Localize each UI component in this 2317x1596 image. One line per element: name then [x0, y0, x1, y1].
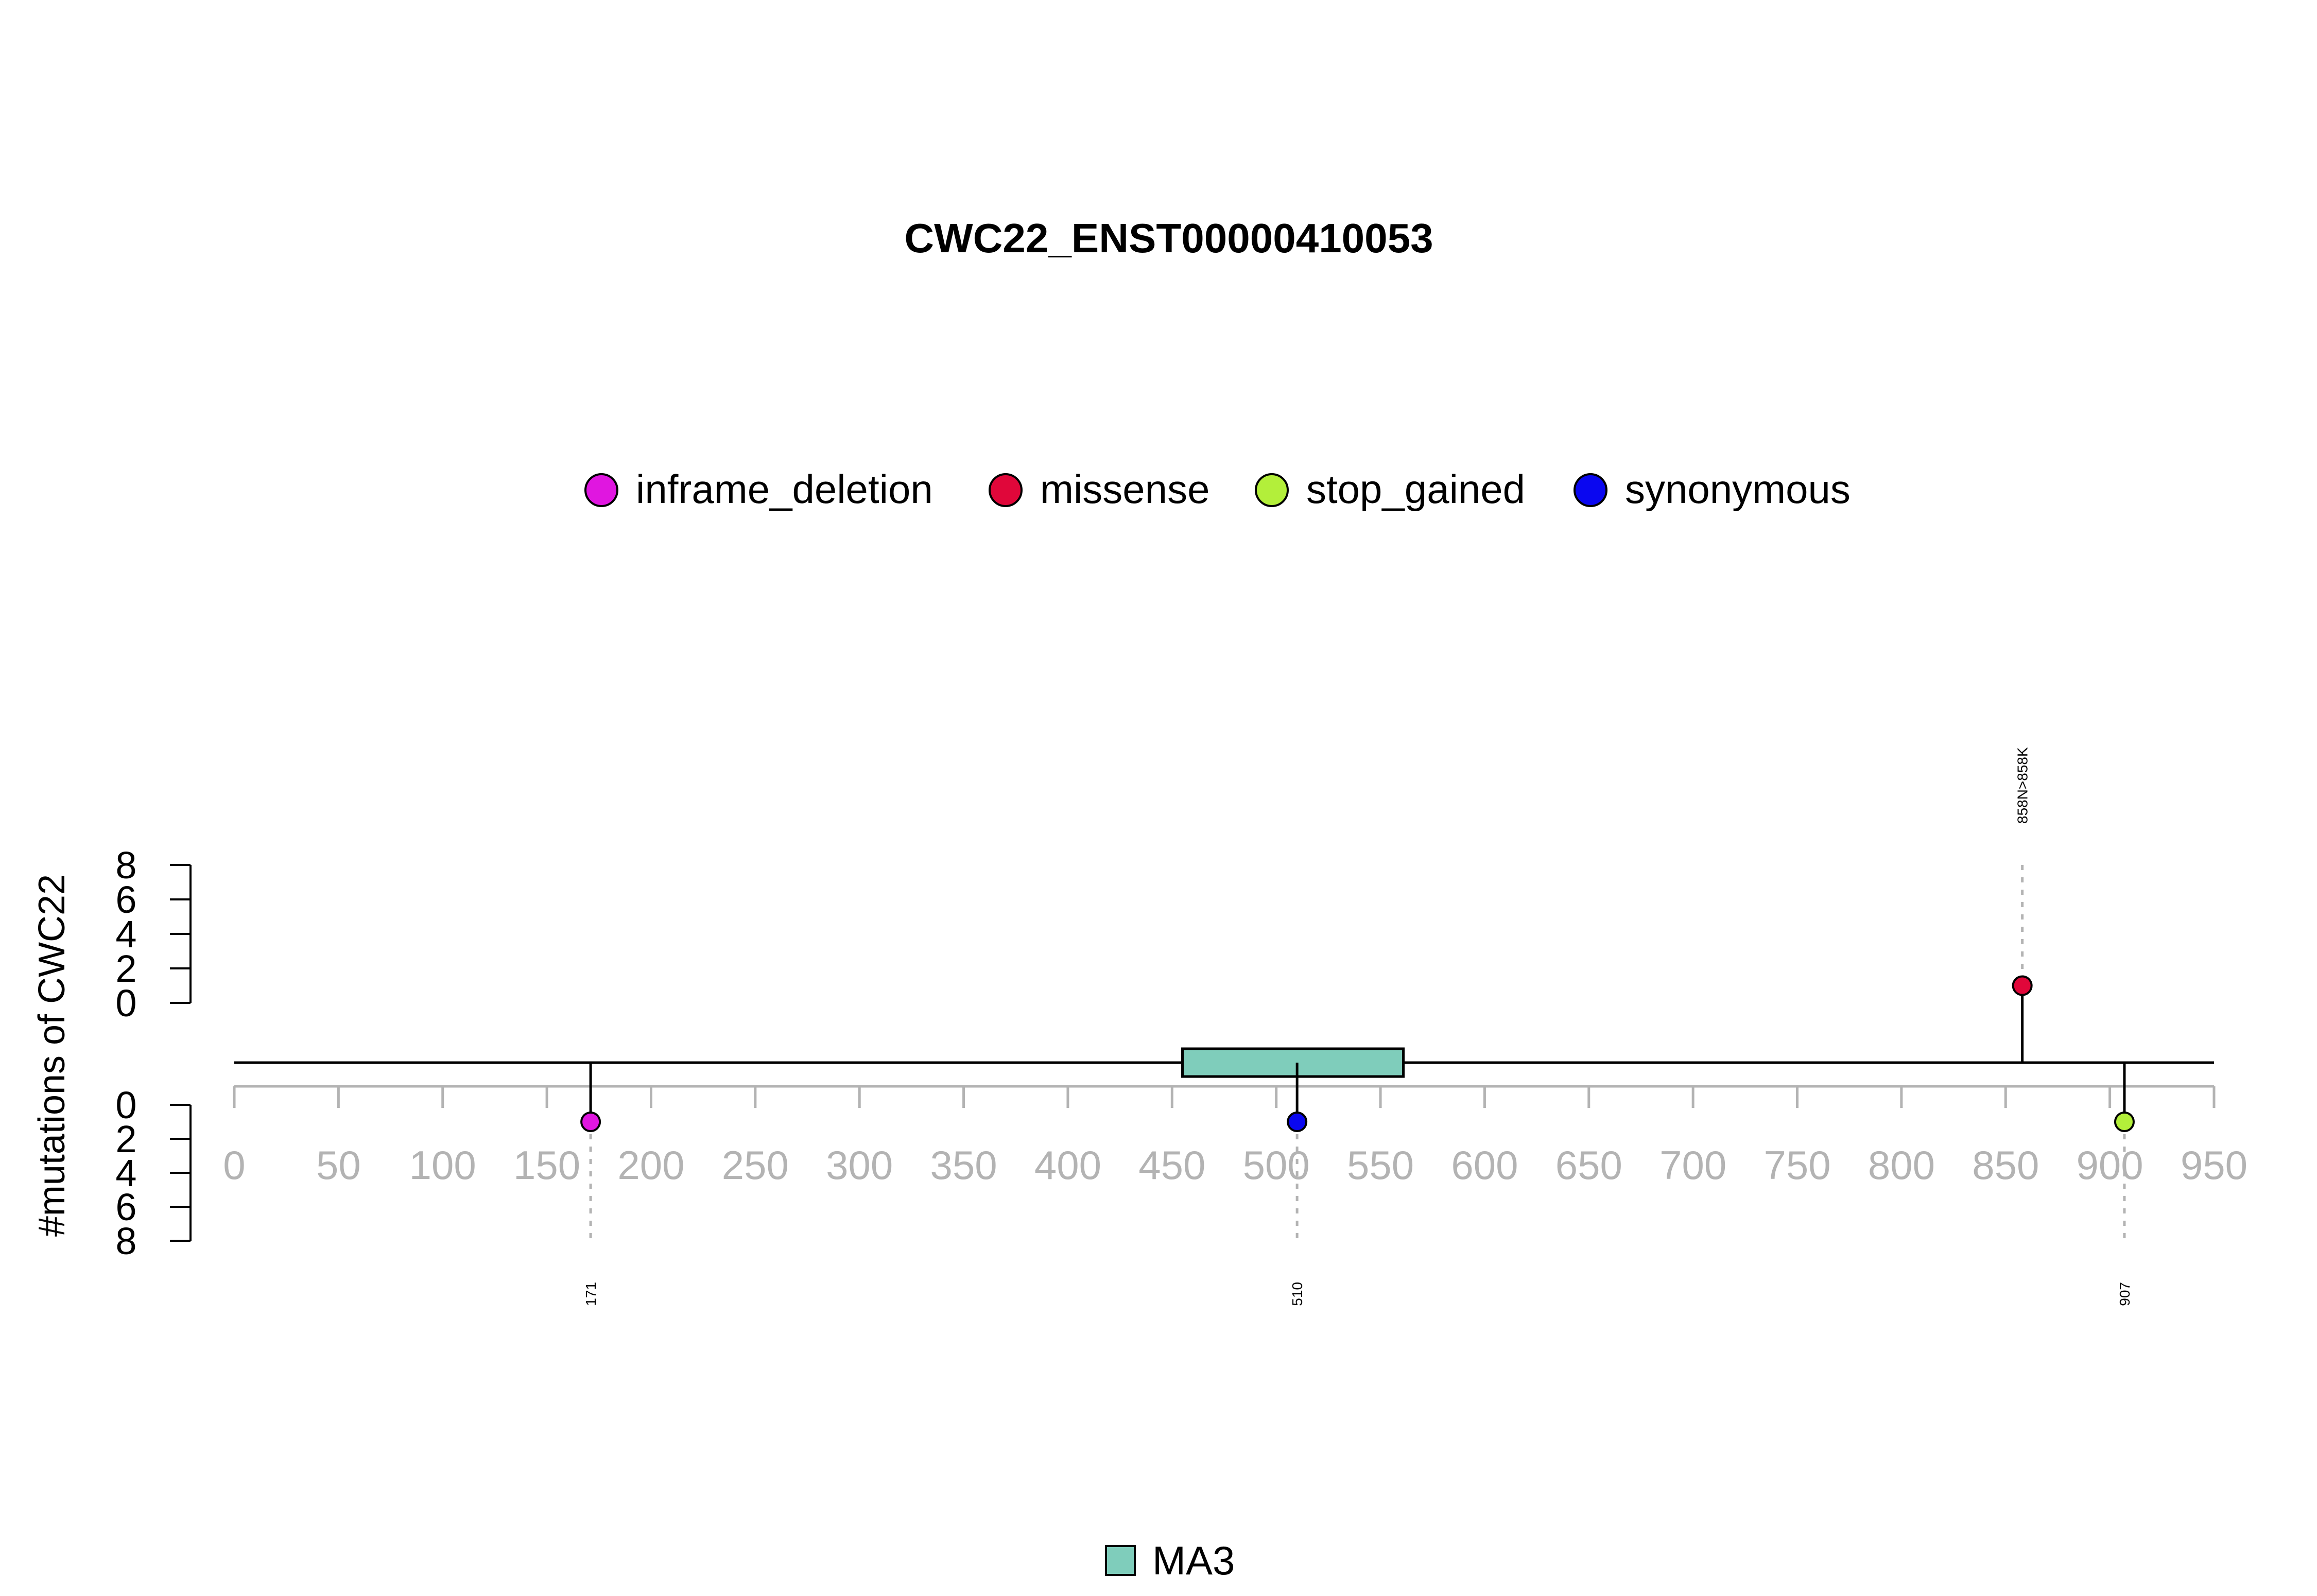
- legend-label-inframe_deletion: inframe_deletion: [636, 466, 933, 512]
- upper-y-tick-label: 8: [115, 844, 136, 887]
- x-tick-label: 0: [223, 1142, 245, 1188]
- lower-y-tick-label: 4: [115, 1152, 136, 1194]
- x-tick-label: 700: [1659, 1142, 1726, 1188]
- x-tick-label: 50: [316, 1142, 361, 1188]
- x-tick-label: 950: [2181, 1142, 2247, 1188]
- x-tick-label: 500: [1243, 1142, 1310, 1188]
- domain-layer: [1181, 1047, 1405, 1078]
- x-tick-label: 850: [1972, 1142, 2039, 1188]
- lower-y-tick-label: 0: [115, 1084, 136, 1126]
- x-tick-label: 550: [1347, 1142, 1414, 1188]
- x-tick-label: 900: [2077, 1142, 2143, 1188]
- legend-marker-inframe_deletion: [584, 473, 618, 507]
- x-tick-label: 600: [1451, 1142, 1518, 1188]
- x-axis: 0 50 100 150 200 250 300 350 400 450 500 550 600 650 7…: [223, 1085, 2247, 1188]
- mutation-label: 510: [1289, 1282, 1305, 1306]
- upper-y-tick-label: 0: [115, 982, 136, 1025]
- x-tick-label: 750: [1763, 1142, 1830, 1188]
- x-tick-label: 350: [930, 1142, 997, 1188]
- mutation-point-synonymous: [1287, 1112, 1308, 1132]
- legend-label-stop_gained: stop_gained: [1306, 466, 1525, 512]
- domain-legend: MA3: [1105, 1538, 1235, 1583]
- x-tick-label: 250: [722, 1142, 789, 1188]
- x-tick-label: 800: [1868, 1142, 1935, 1188]
- legend-marker-stop_gained: [1255, 473, 1289, 507]
- domain-legend-label-MA3: MA3: [1152, 1538, 1235, 1583]
- mutation-point-missense: [2012, 975, 2033, 996]
- lower-y-tick-label: 8: [115, 1220, 136, 1262]
- lower-y-tick-label: 2: [115, 1118, 136, 1160]
- chart-title: CWC22_ENST00000410053: [904, 215, 1433, 261]
- mutation-label: 171: [583, 1282, 599, 1306]
- legend-label-missense: missense: [1040, 466, 1209, 512]
- upper-y-tick-label: 2: [115, 947, 136, 990]
- y-axis-label: #mutations of CWC22: [31, 874, 73, 1237]
- upper-y-tick-label: 4: [115, 913, 136, 956]
- legend-marker-missense: [989, 473, 1023, 507]
- legend-marker-synonymous: [1574, 473, 1607, 507]
- domain-MA3: [1181, 1047, 1405, 1078]
- lower-y-tick-label: 6: [115, 1186, 136, 1228]
- x-tick-label: 450: [1138, 1142, 1205, 1188]
- mutation-type-legend: inframe_deletion missense stop_gained synon…: [584, 466, 1851, 512]
- x-tick-label: 400: [1034, 1142, 1101, 1188]
- upper-y-tick-label: 6: [115, 878, 136, 921]
- legend-label-synonymous: synonymous: [1625, 466, 1851, 512]
- mutation-label: 907: [2117, 1282, 2133, 1306]
- x-tick-label: 100: [409, 1142, 476, 1188]
- mutation-point-inframe_deletion: [580, 1112, 601, 1132]
- mutation-label: 858N>858K: [2015, 747, 2031, 824]
- mutation-lollipops: 171 510 858N>858K 907: [580, 747, 2135, 1306]
- domain-legend-swatch-MA3: [1105, 1545, 1136, 1576]
- x-tick-label: 150: [513, 1142, 580, 1188]
- x-tick-label: 650: [1555, 1142, 1622, 1188]
- mutation-point-stop_gained: [2114, 1112, 2135, 1132]
- x-tick-label: 200: [617, 1142, 684, 1188]
- x-tick-label: 300: [826, 1142, 893, 1188]
